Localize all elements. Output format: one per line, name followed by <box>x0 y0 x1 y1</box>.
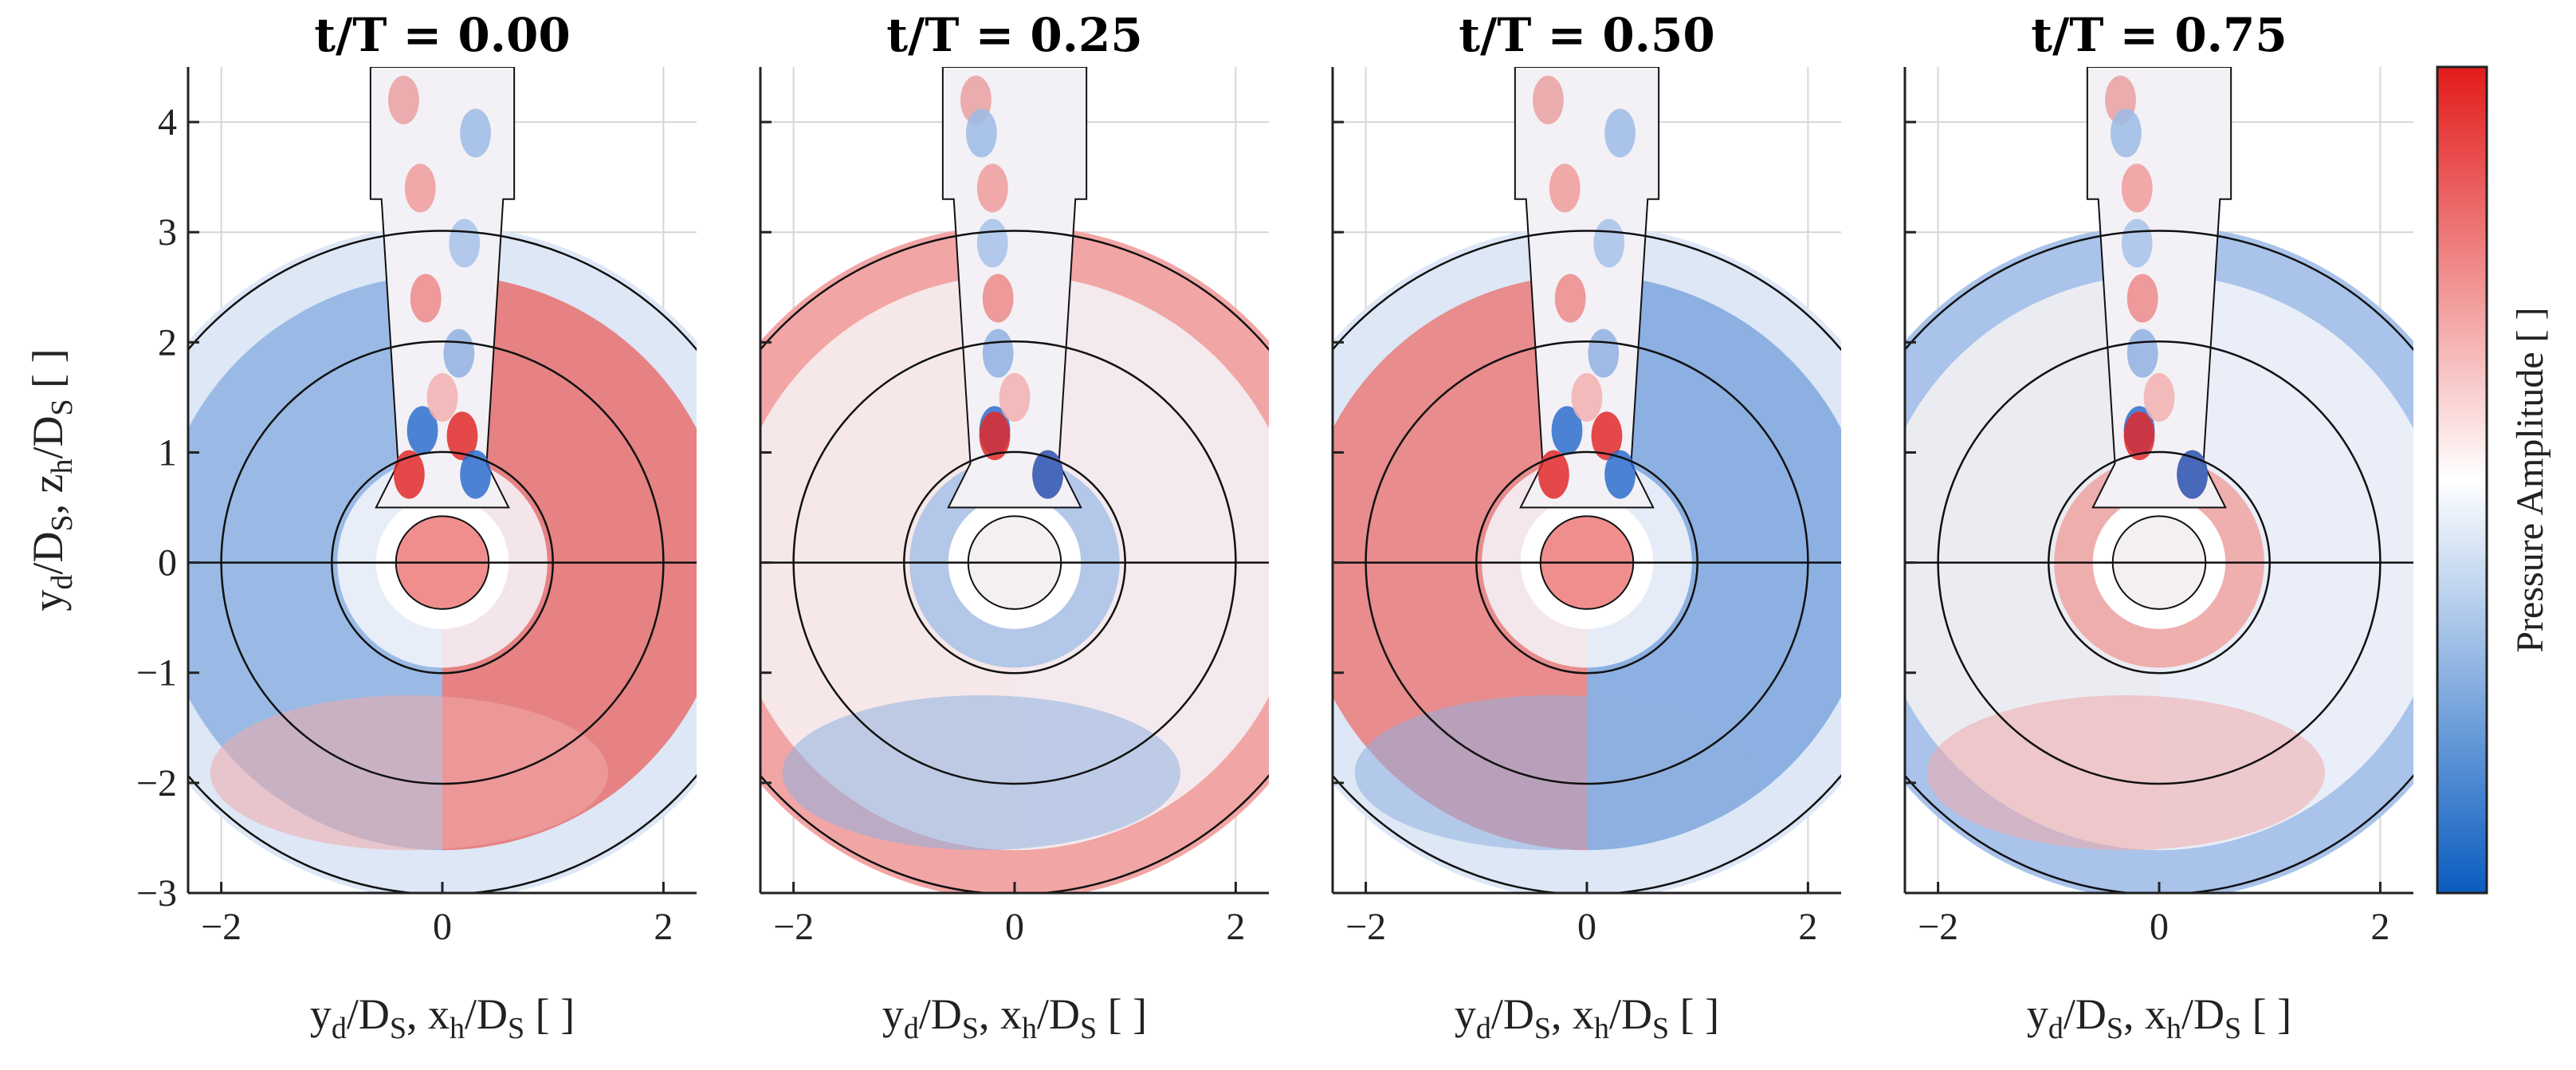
jet-structure <box>1604 108 1636 158</box>
x-tick-label: −2 <box>1345 906 1386 948</box>
x-tick-label: 0 <box>433 906 452 948</box>
panel-1: −2 0 2 4 3 2 1 0 −1 −2 −3 t/T = 0.00 yd/DS, xh/DS [ … <box>136 8 697 1045</box>
panel-title: t/T = 0.50 <box>1459 8 1714 62</box>
y-tick-label: −2 <box>136 762 177 804</box>
reference-circle <box>188 230 697 893</box>
reference-circle <box>1333 230 1841 893</box>
field-lower-band <box>1354 695 1753 851</box>
jet-structure <box>1551 406 1583 455</box>
jet-structure <box>404 163 436 213</box>
x-tick-label: 2 <box>2370 906 2389 948</box>
jet-structure <box>982 273 1014 323</box>
jet-structure <box>1604 450 1636 499</box>
jet-structure <box>393 450 425 499</box>
jet-structure <box>2121 218 2153 268</box>
x-tick-label: 0 <box>2150 906 2169 948</box>
jet-structure <box>460 108 492 158</box>
jet-structure <box>1591 411 1623 461</box>
jet-structure <box>2123 411 2155 461</box>
reference-circle <box>760 230 1269 893</box>
jet-structure <box>406 406 438 455</box>
jet-channel <box>941 67 1088 509</box>
y-tick-label: 1 <box>158 431 177 474</box>
panel-4: −2 0 2 t/T = 0.75 yd/DS, xh/DS [ ] <box>1903 8 2413 1045</box>
jet-structure <box>1533 75 1564 124</box>
x-axis-label: yd/DS, xh/DS [ ] <box>310 990 575 1045</box>
jet-structure <box>976 218 1008 268</box>
jet-structure <box>982 328 1014 378</box>
colorbar-bar <box>2436 65 2488 895</box>
y-axis-label: yd/DS, zh/DS [ ] <box>24 348 79 611</box>
y-tick-label: 0 <box>158 542 177 584</box>
colorbar-label: Pressure Amplitude [ ] <box>2509 307 2551 652</box>
panel-3: −2 0 2 t/T = 0.50 yd/DS, xh/DS [ ] <box>1331 8 1841 1045</box>
pressure-field <box>188 67 697 893</box>
jet-structure <box>410 273 442 323</box>
jet-structure <box>979 411 1011 461</box>
jet-structure <box>2143 372 2175 422</box>
jet-structure <box>388 75 419 124</box>
x-tick-label: −2 <box>773 906 814 948</box>
reference-circle <box>1905 230 2413 893</box>
jet-structure <box>446 411 478 461</box>
y-tick-label: 4 <box>158 101 177 144</box>
panel-2: −2 0 2 t/T = 0.25 yd/DS, xh/DS [ ] <box>759 8 1269 1045</box>
jet-structure <box>1571 372 1603 422</box>
panel-title: t/T = 0.75 <box>2031 8 2287 62</box>
jet-structure <box>2177 450 2209 499</box>
jet-channel <box>369 67 516 509</box>
field-lower-band <box>782 695 1181 851</box>
y-tick-label: 2 <box>158 321 177 364</box>
y-tick-label: −1 <box>136 652 177 694</box>
field-lower-band <box>210 695 609 851</box>
jet-structure <box>1588 328 1620 378</box>
x-tick-label: 0 <box>1577 906 1596 948</box>
jet-structure <box>1593 218 1625 268</box>
jet-structure <box>1032 450 1064 499</box>
jet-structure <box>2126 273 2158 323</box>
pressure-field <box>1333 67 1841 893</box>
jet-structure <box>460 450 492 499</box>
x-tick-label: 2 <box>1798 906 1817 948</box>
x-axis-label: yd/DS, xh/DS [ ] <box>1455 990 1719 1045</box>
jet-channel <box>1514 67 1660 509</box>
x-axis-label: yd/DS, xh/DS [ ] <box>882 990 1147 1045</box>
x-tick-label: 2 <box>654 906 673 948</box>
jet-structure <box>449 218 481 268</box>
jet-structure <box>1549 163 1581 213</box>
jet-structure <box>2110 108 2142 158</box>
jet-structure <box>1554 273 1586 323</box>
jet-structure <box>426 372 458 422</box>
x-tick-label: −2 <box>201 906 242 948</box>
jet-structure <box>976 163 1008 213</box>
field-lower-band <box>1926 695 2326 851</box>
x-axis-label: yd/DS, xh/DS [ ] <box>2027 990 2291 1045</box>
panel-title: t/T = 0.00 <box>314 8 570 62</box>
jet-channel <box>2086 67 2232 509</box>
x-tick-label: 2 <box>1226 906 1245 948</box>
jet-structure <box>2126 328 2158 378</box>
x-tick-label: −2 <box>1918 906 1958 948</box>
jet-structure <box>2121 163 2153 213</box>
y-tick-label: 3 <box>158 211 177 254</box>
jet-structure <box>443 328 475 378</box>
y-tick-label: −3 <box>136 872 177 915</box>
jet-structure <box>1537 450 1569 499</box>
panel-title: t/T = 0.25 <box>886 8 1142 62</box>
jet-structure <box>999 372 1031 422</box>
x-tick-label: 0 <box>1005 906 1024 948</box>
colorbar: Pressure Amplitude [ ] <box>2436 65 2551 895</box>
pressure-field <box>760 67 1269 893</box>
pressure-field <box>1905 67 2413 893</box>
jet-structure <box>965 108 997 158</box>
